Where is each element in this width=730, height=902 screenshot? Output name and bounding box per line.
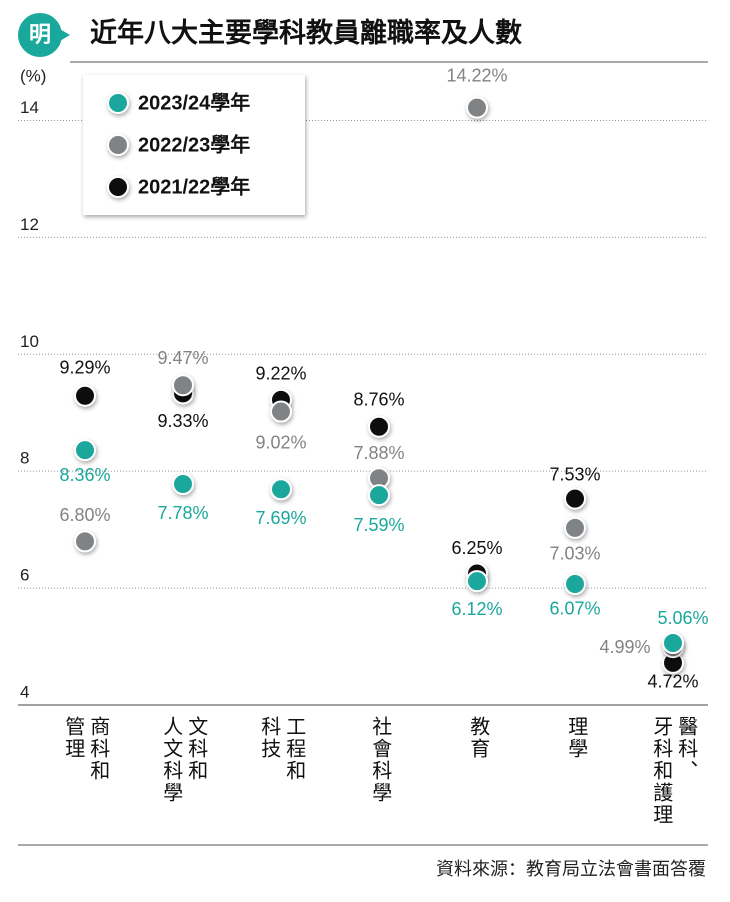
legend-label: 2023/24學年 [138, 90, 250, 114]
y-tick-label: 6 [20, 566, 29, 585]
dot [466, 570, 488, 593]
logo-tail [58, 28, 70, 42]
source: 資料來源：教育局立法會書面答覆 [436, 859, 706, 879]
data-label: 9.33% [157, 411, 208, 431]
dot [270, 478, 292, 501]
dot [564, 487, 586, 510]
x-tick-label: 教育 [467, 716, 490, 760]
dot [368, 484, 390, 507]
x-tick-label: 文科和 [185, 716, 208, 782]
data-label: 9.29% [59, 358, 110, 378]
legend-marker [107, 134, 129, 156]
data-label: 6.25% [451, 538, 502, 558]
y-tick-label: 14 [20, 98, 39, 117]
y-tick-label: 8 [20, 449, 29, 468]
dot [172, 473, 194, 496]
data-label: 9.02% [255, 432, 306, 452]
data-label: 7.59% [353, 515, 404, 535]
y-axis-label: (%) [20, 66, 46, 85]
data-label: 6.80% [59, 505, 110, 525]
x-tick-label: 醫科、 [675, 716, 698, 782]
dot [368, 415, 390, 438]
data-label: 9.22% [255, 364, 306, 384]
dot [74, 384, 96, 407]
y-tick-label: 12 [20, 215, 39, 234]
x-tick-label: 社會科學 [369, 716, 392, 804]
x-tick-label: 理學 [565, 716, 588, 760]
y-tick-label: 4 [20, 682, 29, 701]
data-label: 8.76% [353, 390, 404, 410]
data-label: 7.78% [157, 503, 208, 523]
x-tick-label: 人文科學 [160, 716, 183, 804]
legend-marker [107, 92, 129, 114]
legend-label: 2021/22學年 [138, 174, 250, 198]
y-tick-label: 10 [20, 332, 39, 351]
x-tick-label: 牙科和護理 [650, 716, 673, 826]
data-label: 4.99% [599, 637, 650, 657]
data-label: 6.12% [451, 599, 502, 619]
x-tick-label: 商科和 [87, 716, 110, 782]
logo: 明 [29, 22, 51, 47]
x-tick-label: 工程和 [283, 716, 306, 782]
data-label: 7.03% [549, 544, 600, 564]
data-label: 7.53% [549, 464, 600, 484]
data-label: 5.06% [657, 608, 708, 628]
data-label: 9.47% [157, 348, 208, 368]
chart-title: 近年八大主要學科教員離職率及人數 [90, 17, 522, 48]
dot [270, 400, 292, 423]
dot [74, 530, 96, 553]
x-tick-label: 科技 [258, 716, 281, 760]
dot [74, 439, 96, 462]
dot [662, 632, 684, 655]
dot [564, 572, 586, 595]
dot [564, 516, 586, 539]
data-label: 4.72% [647, 672, 698, 692]
x-tick-label: 管理 [62, 716, 85, 760]
legend-label: 2022/23學年 [138, 132, 250, 156]
data-label: 14.22% [446, 65, 507, 85]
data-label: 7.69% [255, 508, 306, 528]
dot [172, 374, 194, 397]
data-label: 6.07% [549, 599, 600, 619]
data-label: 8.36% [59, 465, 110, 485]
legend-marker [107, 176, 129, 198]
logo-circle [18, 13, 62, 57]
dot [466, 96, 488, 119]
data-label: 7.88% [353, 443, 404, 463]
